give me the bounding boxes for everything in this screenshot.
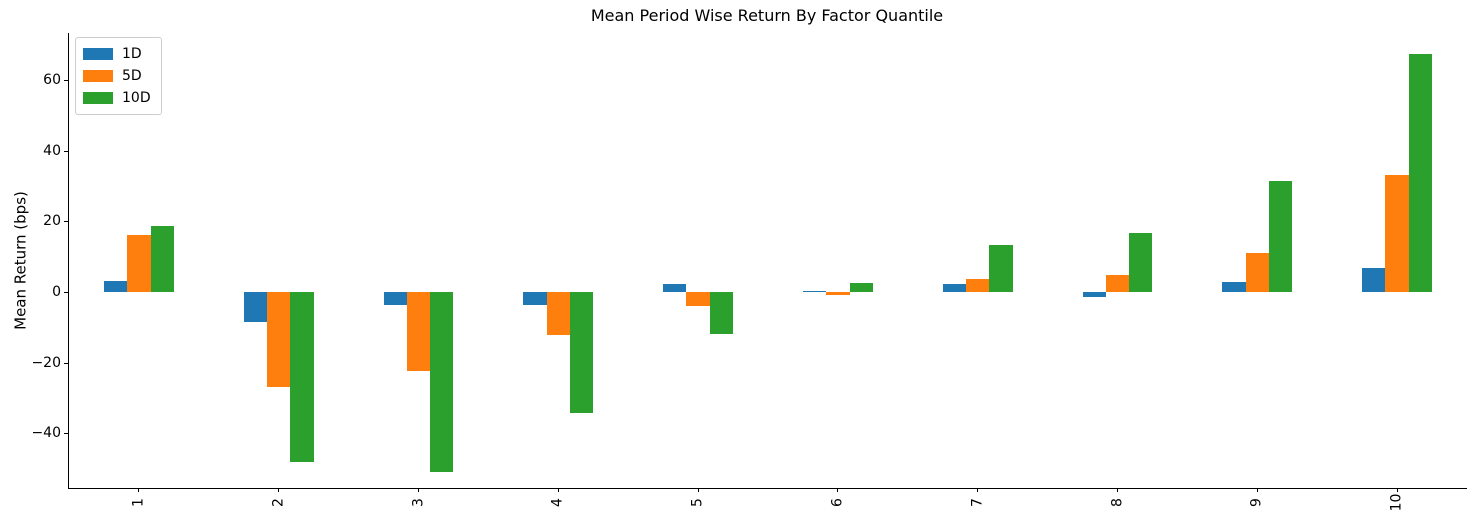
bar-5d-q3	[406, 292, 431, 372]
y-tick-label: 40	[43, 142, 61, 159]
bar-1d-q4	[523, 292, 547, 305]
y-tick-label: −20	[31, 354, 61, 371]
bar-5d-q4	[546, 292, 570, 335]
x-tick-label: 2	[270, 497, 287, 507]
y-tick-label: −40	[31, 425, 61, 442]
legend-label-10d: 10D	[122, 90, 151, 106]
x-tick-mark	[418, 488, 419, 492]
bar-10d-q7	[989, 245, 1013, 293]
y-tick-label: 20	[43, 213, 61, 230]
legend-item-1d: 1D	[83, 43, 151, 65]
y-tick-mark	[64, 221, 68, 223]
bar-1d-q5	[663, 283, 687, 293]
bar-1d-q2	[243, 292, 268, 323]
bar-1d-q8	[1082, 292, 1106, 298]
x-tick-mark	[977, 488, 979, 492]
y-tick-mark	[64, 362, 68, 364]
bar-10d-q1	[150, 226, 174, 293]
y-axis-label: Mean Return (bps)	[11, 191, 30, 330]
x-tick-label: 4	[549, 497, 566, 507]
x-tick-label: 3	[410, 497, 426, 507]
bar-5d-q1	[127, 234, 151, 293]
chart-title: Mean Period Wise Return By Factor Quanti…	[590, 6, 944, 25]
x-tick-mark	[557, 488, 559, 492]
bar-1d-q1	[103, 280, 128, 293]
y-tick-mark	[64, 80, 68, 82]
x-tick-mark	[1117, 488, 1118, 492]
legend: 1D 5D 10D	[75, 37, 162, 115]
x-tick-mark	[138, 488, 140, 492]
x-tick-label: 7	[969, 497, 986, 507]
bar-10d-q4	[569, 292, 594, 414]
x-tick-mark	[837, 488, 839, 492]
bar-1d-q10	[1362, 268, 1386, 293]
x-tick-label: 10	[1388, 493, 1405, 511]
bar-1d-q9	[1222, 281, 1246, 293]
bar-5d-q7	[966, 279, 990, 293]
bar-10d-q5	[709, 292, 734, 335]
legend-swatch-5d	[83, 70, 113, 82]
y-tick-mark	[64, 291, 68, 293]
legend-swatch-10d	[83, 92, 113, 104]
legend-swatch-1d	[83, 48, 113, 60]
bar-10d-q6	[849, 282, 873, 293]
bar-1d-q7	[942, 284, 967, 293]
x-tick-label: 8	[1109, 497, 1125, 507]
y-tick-label: 60	[43, 72, 61, 89]
bar-5d-q8	[1105, 275, 1130, 293]
bar-10d-q10	[1408, 53, 1433, 293]
bar-5d-q5	[686, 292, 710, 307]
bar-1d-q6	[802, 291, 827, 293]
x-tick-mark	[697, 488, 699, 492]
legend-item-10d: 10D	[83, 87, 151, 109]
bar-5d-q2	[267, 292, 291, 387]
bar-5d-q9	[1245, 252, 1269, 293]
x-tick-mark	[278, 488, 280, 492]
y-tick-mark	[64, 433, 68, 435]
plot-area: 1D 5D 10D 60 40 20 0 −20 −40 1 2 3 4 5 6 7 8 9 10	[31, 33, 1467, 511]
bar-10d-q8	[1129, 232, 1153, 293]
y-tick-label: 0	[52, 283, 61, 300]
bar-10d-q2	[290, 292, 314, 463]
bar-10d-q9	[1268, 180, 1293, 293]
x-tick-label: 6	[829, 497, 846, 507]
x-tick-mark	[1256, 488, 1258, 492]
bar-5d-q10	[1385, 174, 1409, 293]
x-tick-label: 9	[1248, 497, 1265, 507]
bar-1d-q3	[383, 292, 407, 305]
bar-10d-q3	[430, 292, 454, 473]
bar-5d-q6	[826, 292, 850, 296]
x-tick-label: 5	[689, 497, 706, 507]
y-tick-mark	[64, 150, 68, 152]
legend-label-5d: 5D	[122, 68, 142, 84]
x-tick-mark	[1396, 488, 1398, 492]
legend-item-5d: 5D	[83, 65, 151, 87]
legend-label-1d: 1D	[122, 46, 142, 62]
x-tick-label: 1	[130, 497, 147, 507]
